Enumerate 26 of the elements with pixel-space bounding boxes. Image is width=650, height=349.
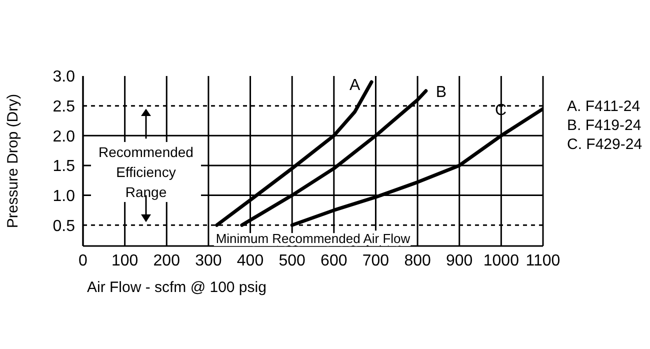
x-tick-label: 600 <box>320 252 348 270</box>
y-tick-label: 1.5 <box>52 158 76 176</box>
y-tick-label: 3.0 <box>52 68 76 86</box>
y-tick-label: 1.0 <box>52 188 76 205</box>
x-tick-label: 1100 <box>526 252 560 270</box>
annotation: Recommended Efficiency Range <box>91 142 201 202</box>
x-tick-label: 100 <box>111 252 138 270</box>
x-tick-label: 300 <box>195 252 222 270</box>
x-tick-label: 700 <box>362 252 390 270</box>
text: C. F429-24 <box>567 134 642 154</box>
x-tick-label: 800 <box>404 252 431 270</box>
x-tick-label: 200 <box>153 252 180 270</box>
x-tick-label: 500 <box>278 252 306 270</box>
y-axis-title: Pressure Drop (Dry) <box>4 94 22 228</box>
x-axis-title: Air Flow - scfm @ 100 psig <box>87 279 266 296</box>
x-tick-label: 0 <box>78 252 88 270</box>
series-label: A <box>350 76 361 94</box>
y-tick-label: 2.5 <box>52 98 76 116</box>
x-tick-label: 1000 <box>483 252 520 270</box>
text: B. F419-24 <box>567 116 642 135</box>
y-tick-label: 2.0 <box>52 128 76 146</box>
x-tick-label: 400 <box>236 252 264 270</box>
y-tick-label: 0.5 <box>52 218 76 235</box>
text: A. F411-24 <box>567 96 642 116</box>
x-tick-label: 900 <box>446 252 473 270</box>
series-label: B <box>436 84 447 101</box>
